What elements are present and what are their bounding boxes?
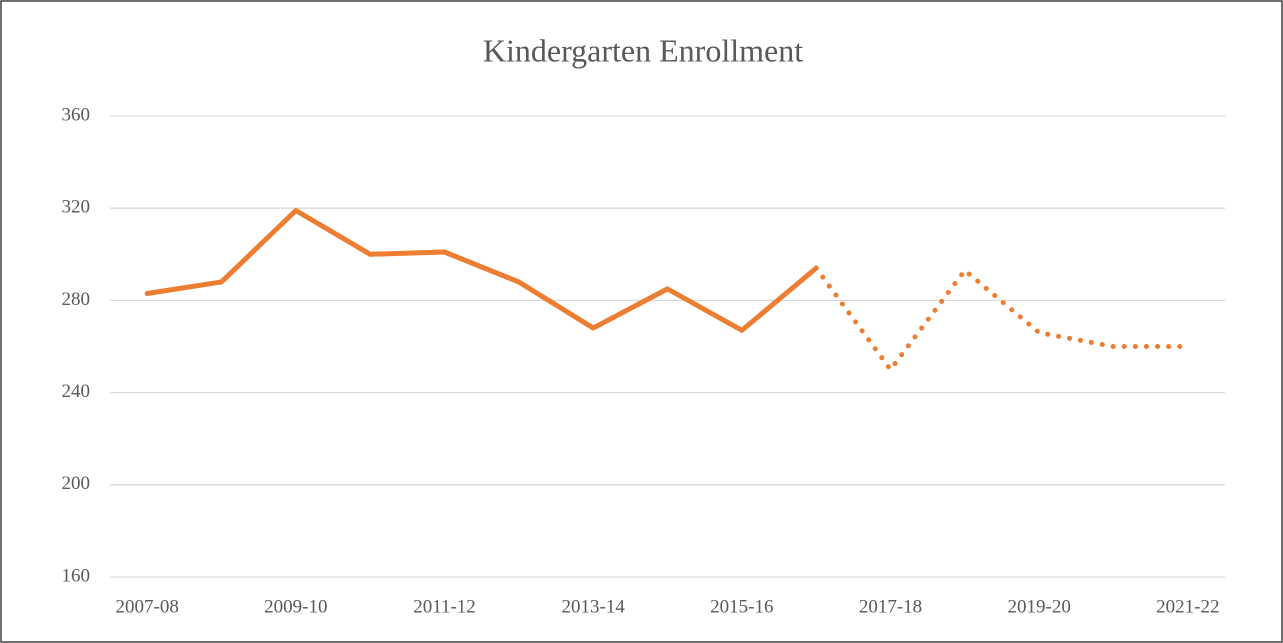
line: [813, 265, 1191, 373]
line: [144, 208, 819, 333]
x-tick-label: 2011-12: [413, 596, 476, 617]
y-tick-label: 360: [62, 104, 91, 125]
x-tick-label: 2015-16: [710, 596, 773, 617]
y-tick-label: 200: [62, 473, 91, 494]
x-tick-label: 2021-22: [1156, 596, 1219, 617]
x-tick-label: 2007-08: [116, 596, 179, 617]
chart-title: Kindergarten Enrollment: [483, 32, 803, 68]
y-tick-label: 240: [62, 381, 91, 402]
y-tick-label: 320: [62, 197, 91, 218]
x-tick-label: 2017-18: [859, 596, 922, 617]
x-tick-label: 2013-14: [562, 596, 626, 617]
x-tick-label: 2019-20: [1008, 596, 1071, 617]
y-tick-label: 160: [62, 565, 91, 586]
y-tick-label: 280: [62, 289, 91, 310]
x-tick-label: 2009-10: [264, 596, 327, 617]
